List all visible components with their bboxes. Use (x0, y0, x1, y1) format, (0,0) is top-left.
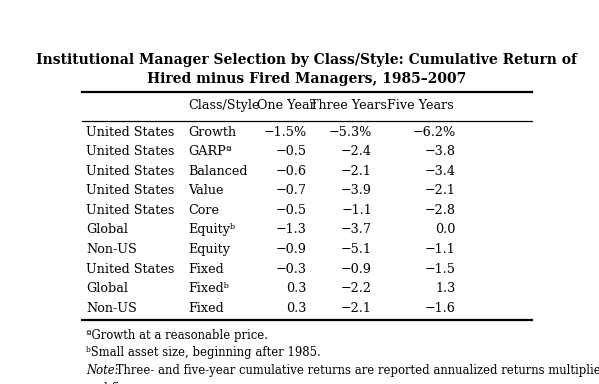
Text: −2.4: −2.4 (341, 146, 372, 159)
Text: −6.2%: −6.2% (412, 126, 455, 139)
Text: −3.4: −3.4 (425, 165, 455, 178)
Text: −2.1: −2.1 (341, 301, 372, 314)
Text: Balanced: Balanced (189, 165, 248, 178)
Text: Growth: Growth (189, 126, 237, 139)
Text: Institutional Manager Selection by Class/Style: Cumulative Return of: Institutional Manager Selection by Class… (37, 53, 577, 68)
Text: −1.6: −1.6 (425, 301, 455, 314)
Text: United States: United States (86, 146, 175, 159)
Text: United States: United States (86, 263, 175, 275)
Text: Equity: Equity (189, 243, 231, 256)
Text: −0.6: −0.6 (276, 165, 307, 178)
Text: −5.3%: −5.3% (329, 126, 372, 139)
Text: United States: United States (86, 165, 175, 178)
Text: −1.1: −1.1 (425, 243, 455, 256)
Text: GARPª: GARPª (189, 146, 232, 159)
Text: 0.3: 0.3 (286, 301, 307, 314)
Text: Equityᵇ: Equityᵇ (189, 223, 236, 237)
Text: Three Years: Three Years (310, 99, 387, 112)
Text: Fixedᵇ: Fixedᵇ (189, 282, 229, 295)
Text: −2.1: −2.1 (425, 184, 455, 197)
Text: Non-US: Non-US (86, 243, 137, 256)
Text: 1.3: 1.3 (435, 282, 455, 295)
Text: Value: Value (189, 184, 224, 197)
Text: −3.9: −3.9 (341, 184, 372, 197)
Text: Fixed: Fixed (189, 263, 225, 275)
Text: Fixed: Fixed (189, 301, 225, 314)
Text: −0.5: −0.5 (276, 204, 307, 217)
Text: −0.5: −0.5 (276, 146, 307, 159)
Text: −1.3: −1.3 (276, 223, 307, 237)
Text: −3.8: −3.8 (425, 146, 455, 159)
Text: −0.7: −0.7 (276, 184, 307, 197)
Text: −2.8: −2.8 (425, 204, 455, 217)
Text: and five.: and five. (86, 382, 138, 384)
Text: −0.9: −0.9 (276, 243, 307, 256)
Text: Global: Global (86, 223, 128, 237)
Text: −2.2: −2.2 (341, 282, 372, 295)
Text: Five Years: Five Years (388, 99, 454, 112)
Text: −3.7: −3.7 (341, 223, 372, 237)
Text: United States: United States (86, 184, 175, 197)
Text: −0.3: −0.3 (276, 263, 307, 275)
Text: −1.1: −1.1 (341, 204, 372, 217)
Text: ªGrowth at a reasonable price.: ªGrowth at a reasonable price. (86, 329, 268, 342)
Text: 0.0: 0.0 (435, 223, 455, 237)
Text: Non-US: Non-US (86, 301, 137, 314)
Text: −1.5: −1.5 (425, 263, 455, 275)
Text: 0.3: 0.3 (286, 282, 307, 295)
Text: Core: Core (189, 204, 220, 217)
Text: Note:: Note: (86, 364, 119, 377)
Text: −5.1: −5.1 (341, 243, 372, 256)
Text: −1.5%: −1.5% (264, 126, 307, 139)
Text: Global: Global (86, 282, 128, 295)
Text: Three- and five-year cumulative returns are reported annualized returns multipli: Three- and five-year cumulative returns … (111, 364, 599, 377)
Text: ᵇSmall asset size, beginning after 1985.: ᵇSmall asset size, beginning after 1985. (86, 346, 321, 359)
Text: United States: United States (86, 126, 175, 139)
Text: Hired minus Fired Managers, 1985–2007: Hired minus Fired Managers, 1985–2007 (147, 72, 467, 86)
Text: Class/Style: Class/Style (189, 99, 260, 112)
Text: −0.9: −0.9 (341, 263, 372, 275)
Text: United States: United States (86, 204, 175, 217)
Text: −2.1: −2.1 (341, 165, 372, 178)
Text: One Year: One Year (257, 99, 316, 112)
